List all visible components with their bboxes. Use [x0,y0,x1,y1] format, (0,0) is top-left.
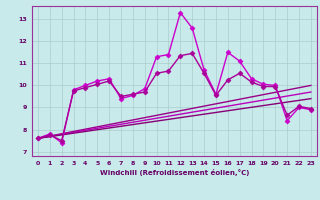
X-axis label: Windchill (Refroidissement éolien,°C): Windchill (Refroidissement éolien,°C) [100,169,249,176]
